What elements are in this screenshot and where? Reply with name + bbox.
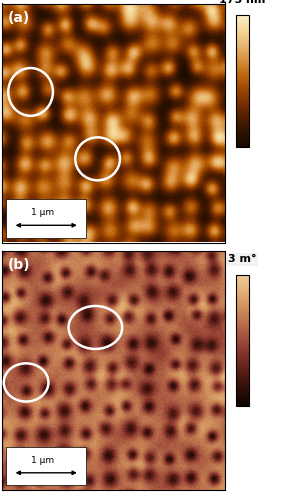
Text: (a): (a) [8,10,30,24]
Text: 175 nm: 175 nm [219,0,266,5]
FancyBboxPatch shape [6,200,86,237]
Text: 1 μm: 1 μm [31,208,54,217]
Text: 3 m°: 3 m° [228,254,257,264]
FancyBboxPatch shape [6,447,86,485]
Text: (b): (b) [8,258,31,272]
Text: 1 μm: 1 μm [31,456,54,464]
